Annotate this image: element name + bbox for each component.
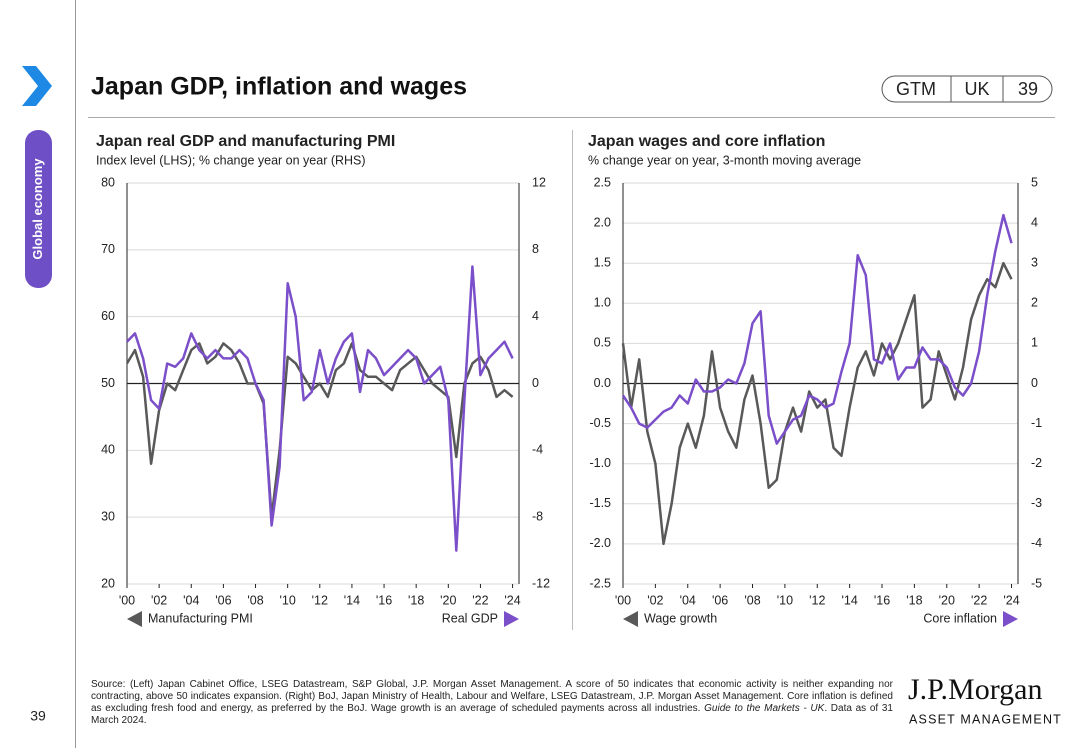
y2-tick-label: -1 <box>1031 416 1042 430</box>
x-tick-label: '20 <box>440 593 456 607</box>
section-arrow <box>22 66 52 106</box>
x-tick-label: '22 <box>472 593 488 607</box>
legend-swatch <box>1003 611 1018 627</box>
y2-tick-label: 8 <box>532 242 539 256</box>
legend-swatch <box>127 611 142 627</box>
x-tick-label: '02 <box>151 593 167 607</box>
x-tick-label: '10 <box>280 593 296 607</box>
y-tick-label: 60 <box>101 309 115 323</box>
y2-tick-label: -3 <box>1031 496 1042 510</box>
logo: J.P.Morgan <box>908 673 1042 706</box>
x-tick-label: '12 <box>312 593 328 607</box>
y-tick-label: 2.5 <box>594 175 611 189</box>
x-tick-label: '24 <box>504 593 520 607</box>
y2-tick-label: -4 <box>532 443 543 457</box>
y-tick-label: 50 <box>101 376 115 390</box>
x-tick-label: '00 <box>615 593 631 607</box>
x-tick-label: '14 <box>344 593 360 607</box>
x-tick-label: '02 <box>647 593 663 607</box>
y-tick-label: 30 <box>101 509 115 523</box>
legend-label: Manufacturing PMI <box>148 611 253 625</box>
y-tick-label: 80 <box>101 175 115 189</box>
x-tick-label: '06 <box>215 593 231 607</box>
y-tick-label: -1.0 <box>589 456 611 470</box>
y2-tick-label: 4 <box>1031 215 1038 229</box>
chart-title: Japan real GDP and manufacturing PMI <box>96 133 395 150</box>
tag: GTM <box>896 79 936 99</box>
y-tick-label: 0.0 <box>594 376 611 390</box>
series-line <box>126 265 514 552</box>
x-tick-label: '08 <box>744 593 760 607</box>
y-tick-label: 40 <box>101 443 115 457</box>
x-tick-label: '18 <box>408 593 424 607</box>
chart-subtitle: Index level (LHS); % change year on year… <box>96 153 366 167</box>
legend-swatch <box>504 611 519 627</box>
y-tick-label: -2.0 <box>589 536 611 550</box>
source-text: Source: (Left) Japan Cabinet Office, LSE… <box>91 679 893 714</box>
series-line <box>621 213 1013 445</box>
legend-label: Real GDP <box>442 611 498 625</box>
page-title: Japan GDP, inflation and wages <box>91 73 467 101</box>
y2-tick-label: 3 <box>1031 255 1038 269</box>
x-tick-label: '16 <box>874 593 890 607</box>
y-tick-label: 70 <box>101 242 115 256</box>
y2-tick-label: 5 <box>1031 175 1038 189</box>
tag: 39 <box>1018 79 1038 99</box>
series-line <box>621 261 1013 546</box>
x-tick-label: '12 <box>809 593 825 607</box>
source-text: . Data as of 31 March 2024. <box>91 703 893 726</box>
y-tick-label: 2.0 <box>594 215 611 229</box>
source-italic: Guide to the Markets - UK <box>704 703 825 714</box>
x-tick-label: '08 <box>247 593 263 607</box>
y2-tick-label: 1 <box>1031 336 1038 350</box>
x-tick-label: '22 <box>971 593 987 607</box>
source-note: Source: (Left) Japan Cabinet Office, LSE… <box>91 679 893 727</box>
tag: UK <box>964 79 989 99</box>
y-tick-label: -1.5 <box>589 496 611 510</box>
y2-tick-label: -12 <box>532 576 550 590</box>
y2-tick-label: -5 <box>1031 576 1042 590</box>
y2-tick-label: 0 <box>1031 376 1038 390</box>
series-line <box>125 342 514 519</box>
y2-tick-label: -4 <box>1031 536 1042 550</box>
y2-tick-label: 2 <box>1031 296 1038 310</box>
x-tick-label: '14 <box>841 593 857 607</box>
page-number: 39 <box>30 708 46 724</box>
y-tick-label: 1.0 <box>594 296 611 310</box>
x-tick-label: '24 <box>1003 593 1019 607</box>
y2-tick-label: 0 <box>532 376 539 390</box>
x-tick-label: '18 <box>906 593 922 607</box>
chart-subtitle: % change year on year, 3-month moving av… <box>588 153 861 167</box>
section-label: Global economy <box>30 158 45 260</box>
x-tick-label: '00 <box>119 593 135 607</box>
y2-tick-label: 12 <box>532 175 546 189</box>
y-tick-label: 20 <box>101 576 115 590</box>
logo-sub: ASSET MANAGEMENT <box>909 712 1062 726</box>
legend-label: Wage growth <box>644 611 717 625</box>
y-tick-label: -2.5 <box>589 576 611 590</box>
tag-box <box>881 75 1053 103</box>
legend-label: Core inflation <box>923 611 997 625</box>
y-tick-label: 1.5 <box>594 255 611 269</box>
x-tick-label: '16 <box>376 593 392 607</box>
legend-swatch <box>623 611 638 627</box>
y-tick-label: 0.5 <box>594 336 611 350</box>
y2-tick-label: 4 <box>532 309 539 323</box>
y2-tick-label: -2 <box>1031 456 1042 470</box>
y-tick-label: -0.5 <box>589 416 611 430</box>
y2-tick-label: -8 <box>532 509 543 523</box>
x-tick-label: '04 <box>680 593 696 607</box>
section-pill <box>25 130 52 288</box>
x-tick-label: '20 <box>939 593 955 607</box>
x-tick-label: '06 <box>712 593 728 607</box>
chart-title: Japan wages and core inflation <box>588 133 825 150</box>
x-tick-label: '10 <box>777 593 793 607</box>
x-tick-label: '04 <box>183 593 199 607</box>
